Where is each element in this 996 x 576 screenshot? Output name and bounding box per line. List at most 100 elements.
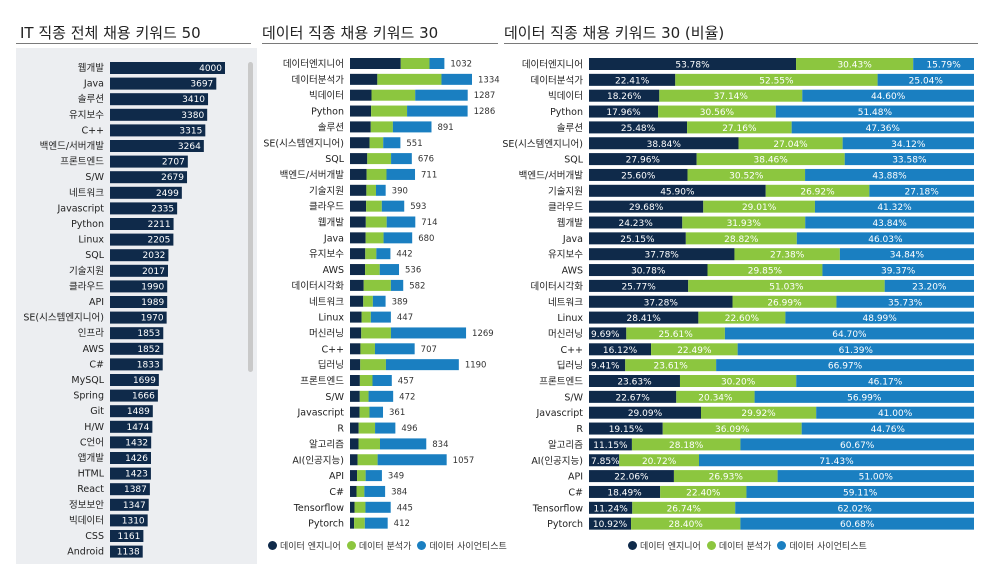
category-label: 프론트엔드 — [60, 157, 104, 168]
bar — [110, 530, 144, 542]
bar-segment — [775, 105, 974, 118]
bar-segment — [441, 73, 472, 85]
bar-segment — [662, 422, 802, 435]
total-label: 1057 — [453, 456, 475, 466]
value-label: 1489 — [127, 407, 150, 417]
category-label: S/W — [85, 172, 104, 183]
bar-segment — [360, 359, 386, 371]
bar-segment — [365, 248, 377, 260]
category-label: Python — [311, 107, 344, 118]
category-label: 네트워크 — [309, 297, 344, 308]
category-label: Java — [323, 233, 344, 244]
bar-segment — [429, 58, 445, 69]
percent-label: 52.55% — [759, 76, 794, 86]
category-label: C언어 — [80, 436, 104, 448]
bar-segment — [350, 264, 366, 276]
bar — [110, 140, 204, 152]
percent-label: 43.88% — [872, 171, 907, 181]
value-label: 1387 — [124, 485, 147, 495]
total-label: 442 — [396, 250, 412, 260]
category-label: SE(시스템엔지니어) — [502, 138, 583, 150]
percent-label: 31.93% — [727, 219, 762, 229]
category-label: 네트워크 — [548, 297, 583, 308]
category-label: 데이터엔지니어 — [522, 60, 583, 71]
total-label: 472 — [399, 392, 415, 402]
total-label: 676 — [418, 155, 434, 165]
scrollbar[interactable] — [248, 62, 253, 372]
bar-segment — [365, 264, 380, 276]
percent-label: 64.70% — [832, 330, 867, 340]
legend-label: 데이터 엔지니어 — [280, 542, 341, 552]
chart-title-ratio: 데이터 직종 채용 키워드 30 (비율) — [504, 24, 725, 42]
bar-segment — [844, 153, 974, 166]
bar-segment — [361, 327, 391, 339]
value-label: 1138 — [117, 548, 140, 558]
category-label: 백엔드/서버개발 — [519, 170, 584, 181]
title-divider — [16, 43, 251, 44]
value-label: 4000 — [199, 64, 222, 74]
percent-label: 25.48% — [621, 124, 656, 134]
legend-item: 데이터 엔지니어 — [628, 539, 701, 552]
bar-segment — [740, 438, 974, 451]
percent-label: 28.82% — [724, 235, 759, 245]
bar-segment — [350, 200, 367, 212]
bar-segment — [377, 73, 442, 85]
title-divider — [504, 43, 978, 44]
total-label: 1286 — [474, 107, 496, 117]
value-label: 3264 — [178, 142, 201, 152]
category-label: 머신러닝 — [309, 328, 344, 339]
bar-segment — [805, 168, 974, 181]
percent-label: 27.96% — [626, 156, 661, 166]
bar-segment — [372, 375, 392, 386]
percent-label: 61.39% — [839, 346, 874, 356]
legend-dot-icon — [268, 541, 277, 550]
bar — [110, 311, 167, 324]
bar-segment — [716, 359, 974, 372]
total-label: 834 — [432, 440, 448, 450]
category-label: CSS — [85, 531, 104, 542]
category-label: H/W — [84, 422, 104, 433]
bar — [110, 452, 151, 464]
bar — [110, 155, 188, 168]
bar-segment — [357, 470, 366, 482]
value-label: 1852 — [137, 345, 160, 355]
bar-segment — [869, 184, 974, 197]
bar — [110, 202, 178, 215]
percent-label: 22.06% — [614, 473, 649, 483]
category-label: 유지보수 — [548, 250, 583, 261]
percent-label: 37.78% — [645, 251, 680, 261]
bar-segment — [350, 168, 367, 180]
total-label: 707 — [421, 345, 437, 355]
bar-segment — [372, 295, 386, 307]
bar-segment — [354, 517, 365, 529]
bar-segment — [350, 73, 378, 85]
percent-label: 56.99% — [847, 393, 882, 403]
total-label: 680 — [418, 234, 434, 244]
chart-title-data: 데이터 직종 채용 키워드 30 — [262, 24, 439, 42]
category-label: 데이터분석가 — [531, 75, 584, 86]
bar-segment — [877, 73, 974, 86]
percent-label: 44.60% — [871, 92, 906, 102]
bar-segment — [589, 390, 677, 403]
legend: 데이터 엔지니어 데이터 분석가 데이터 사이언티스트 — [268, 539, 507, 552]
bar-segment — [777, 470, 974, 483]
value-label: 2499 — [156, 189, 179, 199]
percent-label: 30.56% — [700, 108, 735, 118]
value-label: 1990 — [141, 282, 164, 292]
percent-label: 41.32% — [877, 203, 912, 213]
category-label: 클라우드 — [548, 202, 583, 213]
percent-label: 30.43% — [837, 61, 872, 71]
bar-segment — [350, 406, 360, 418]
category-label: API — [329, 471, 344, 482]
legend-item: 데이터 분석가 — [346, 539, 411, 552]
bar-segment — [673, 470, 778, 483]
bar — [110, 483, 150, 496]
total-label: 593 — [410, 202, 426, 212]
legend-label: 데이터 분석가 — [718, 542, 772, 552]
percent-label: 41.00% — [878, 409, 913, 419]
bar-segment — [734, 248, 840, 261]
percent-label: 28.40% — [669, 520, 704, 530]
legend-label: 데이터 엔지니어 — [640, 542, 701, 552]
bar-segment — [589, 311, 699, 324]
bar-segment — [735, 501, 974, 514]
